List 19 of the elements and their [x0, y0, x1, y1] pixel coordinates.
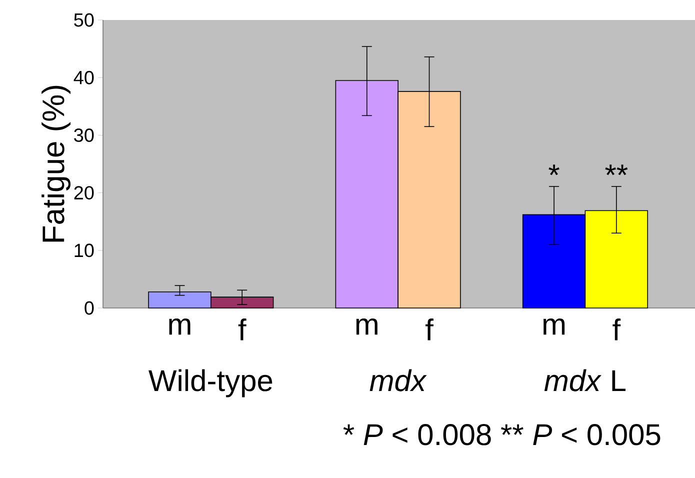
y-tick-label: 50	[74, 13, 94, 27]
text: mdx L	[544, 369, 626, 392]
y-tick-label: 20	[74, 186, 94, 200]
x-tick-label: m	[356, 318, 378, 335]
text: Wild-type	[148, 369, 272, 398]
text: mdx	[370, 369, 427, 392]
y-tick-label: 0	[84, 301, 94, 315]
x-tick-label: m	[544, 318, 565, 335]
text: *P < 0.008 ** P < 0.005	[343, 424, 660, 446]
x-tick-label: f	[238, 318, 246, 340]
x-tick-label: f	[426, 318, 434, 340]
x-tick-label: m	[169, 318, 190, 335]
y-tick-label: 40	[74, 70, 94, 84]
y-tick-label: 10	[74, 244, 94, 258]
y-tick-label: 30	[74, 128, 94, 142]
y-axis-title: Fatigue (%)	[42, 86, 71, 242]
data-label: **	[605, 164, 628, 176]
data-label: *	[548, 164, 560, 176]
x-tick-label: f	[612, 318, 621, 340]
